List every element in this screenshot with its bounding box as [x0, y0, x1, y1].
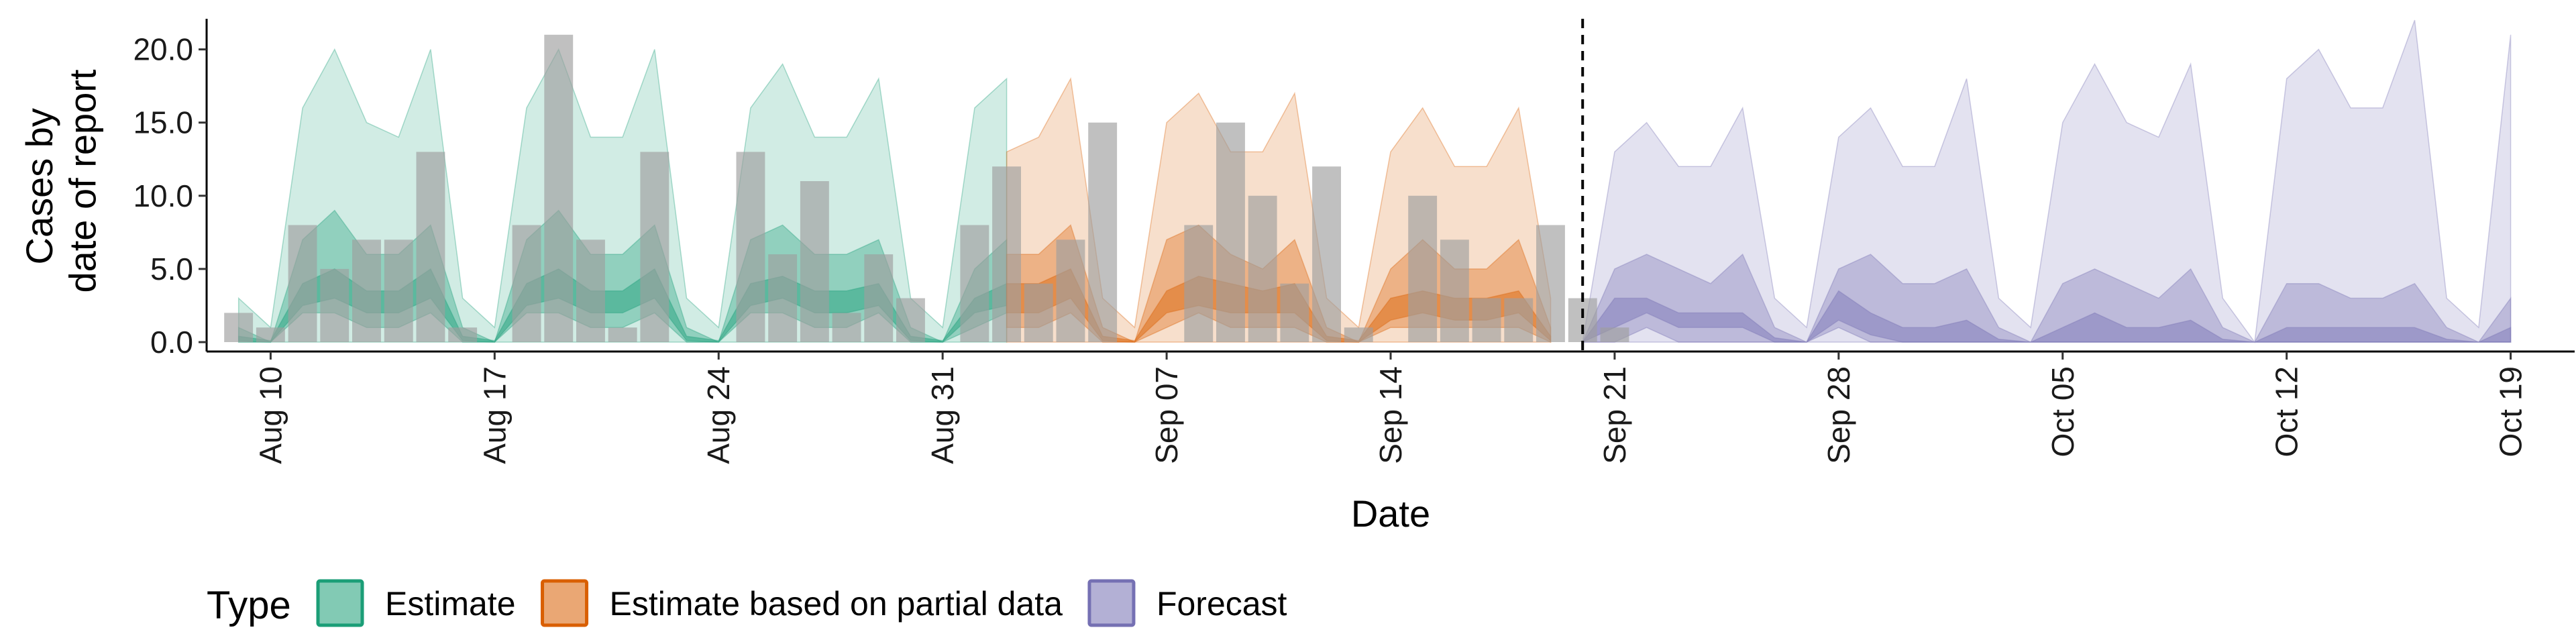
reported-cases-bar	[256, 327, 285, 342]
forecast-band-20	[1580, 290, 2512, 343]
y-axis-title-line-1: Cases by	[18, 108, 60, 264]
reported-cases-bar	[1600, 327, 1629, 342]
y-axis-title: Cases by date of report	[18, 69, 103, 293]
reported-cases-bar	[864, 254, 894, 342]
x-tick-label: Aug 17	[477, 366, 512, 464]
reported-cases-bar	[576, 239, 605, 342]
x-tick-label: Sep 07	[1149, 366, 1184, 464]
x-tick-label: Oct 12	[2269, 366, 2304, 458]
reported-cases-bar	[1408, 195, 1438, 342]
x-tick-label: Sep 28	[1821, 366, 1856, 464]
reported-cases-bar	[1024, 283, 1053, 342]
reported-cases-bar	[800, 181, 829, 342]
x-tick-label: Sep 21	[1597, 366, 1632, 464]
reported-cases-bar	[832, 313, 861, 342]
reported-cases-bar	[320, 268, 350, 342]
reported-cases-bar	[1504, 298, 1534, 342]
legend-swatch	[316, 579, 364, 627]
y-tick-label: 10.0	[133, 178, 193, 213]
x-tick-label: Aug 31	[925, 366, 960, 464]
reported-cases-bar	[960, 225, 989, 342]
legend-swatch	[1087, 579, 1136, 627]
reported-cases-bar	[1568, 298, 1597, 342]
legend-item-estimate-based-on-partial-data: Estimate based on partial data	[541, 579, 1063, 627]
reported-cases-bar	[896, 298, 925, 342]
reported-cases-bar	[1536, 225, 1565, 342]
reported-cases-bar	[736, 152, 765, 342]
forecast-series	[1580, 19, 2512, 343]
forecast-band-90	[1582, 19, 2512, 343]
reported-cases-bar	[288, 225, 317, 342]
reported-cases-bar	[1216, 122, 1245, 342]
legend-item-forecast: Forecast	[1087, 579, 1287, 627]
y-tick-label: 5.0	[150, 252, 193, 286]
legend: Type Estimate Estimate based on partial d…	[207, 579, 1287, 627]
legend-swatch	[541, 579, 589, 627]
y-tick-label: 20.0	[133, 32, 193, 67]
reported-cases-bar	[448, 327, 478, 342]
reported-cases-bar	[544, 34, 574, 343]
legend-label: Estimate	[385, 585, 516, 623]
legend-item-estimate: Estimate	[316, 579, 516, 627]
x-tick-label: Oct 05	[2045, 366, 2080, 458]
reported-cases-bar	[1088, 122, 1118, 342]
reported-cases-bar	[1312, 166, 1341, 342]
reported-cases-bar	[640, 152, 669, 342]
legend-items: Estimate Estimate based on partial data Fo…	[316, 579, 1287, 627]
reported-cases-bar	[768, 254, 798, 342]
reported-cases-bar	[992, 166, 1021, 342]
y-tick-label: 15.0	[133, 105, 193, 140]
y-tick-label: 0.0	[150, 325, 193, 360]
reported-cases-bar	[384, 239, 413, 342]
x-tick-label: Oct 19	[2493, 366, 2528, 458]
reported-cases-bar	[512, 225, 541, 342]
reported-cases-bar	[1280, 283, 1309, 342]
x-tick-label: Aug 24	[701, 366, 736, 464]
forecast-band-50	[1582, 253, 2512, 343]
reported-cases-bars-layer	[224, 34, 1629, 343]
reported-cases-bar	[1440, 239, 1469, 342]
reported-cases-bar	[1344, 327, 1373, 342]
reported-cases-bar	[416, 152, 445, 342]
axes-layer: 0.0 5.0 10.0 15.0 20.0 Aug 10 Aug 17 Aug 24 Aug …	[133, 19, 2575, 464]
reported-cases-bar	[1472, 298, 1501, 342]
y-axis-title-line-2: date of report	[61, 69, 103, 293]
reported-cases-bar	[1184, 225, 1214, 342]
reported-cases-bar	[608, 327, 637, 342]
x-axis-title: Date	[1351, 492, 1430, 535]
legend-title: Type	[207, 584, 291, 627]
reported-cases-bar	[1248, 195, 1277, 342]
legend-label: Estimate based on partial data	[610, 585, 1063, 623]
reported-cases-bar	[224, 313, 254, 342]
reported-cases-bar	[352, 239, 381, 342]
legend-label: Forecast	[1157, 585, 1287, 623]
x-tick-label: Sep 14	[1373, 366, 1408, 464]
x-tick-label: Aug 10	[253, 366, 288, 464]
reported-cases-bar	[1056, 239, 1085, 342]
